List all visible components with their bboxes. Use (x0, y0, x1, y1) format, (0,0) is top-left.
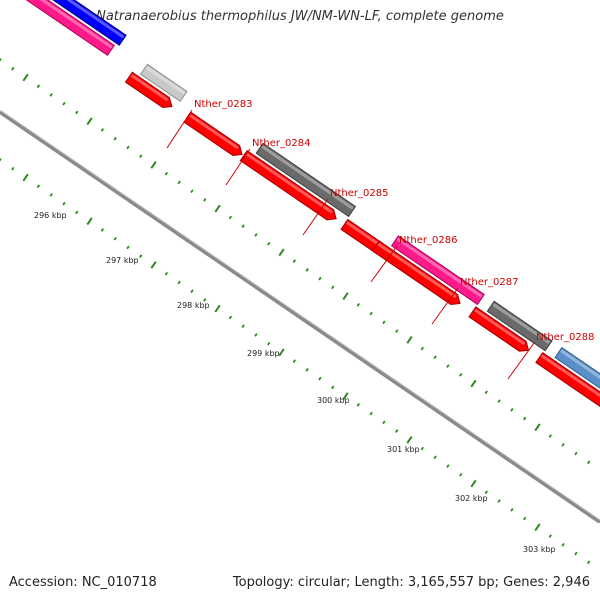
scale-label-301kbp: 301 kbp (387, 445, 420, 454)
gene-red-right[interactable] (535, 351, 600, 431)
genome-backbone-highlight (0, 109, 600, 521)
scale-label-300kbp: 300 kbp (317, 396, 350, 405)
gene-label-nther-0286[interactable]: Nther_0286 (399, 235, 457, 246)
gene-label-nther-0287[interactable]: Nther_0287 (460, 277, 518, 288)
scale-label-296kbp: 296 kbp (34, 211, 67, 220)
gene-nther-0285-grey[interactable] (255, 142, 357, 218)
gene-label-nther-0283[interactable]: Nther_0283 (194, 99, 252, 110)
gene-nther-0283-grey[interactable] (139, 63, 188, 103)
gene-nther-0287-red[interactable] (371, 240, 463, 308)
gene-blue-left[interactable] (21, 0, 127, 46)
gene-labels: Nther_0283 Nther_0284 Nther_0285 Nther_0286… (194, 99, 594, 343)
scale-label-302kbp: 302 kbp (455, 494, 488, 503)
gene-nther-0285-red[interactable] (239, 149, 339, 224)
gene-label-nther-0285[interactable]: Nther_0285 (330, 188, 388, 199)
gene-nther-0283-red[interactable] (124, 71, 176, 111)
scale-label-297kbp: 297 kbp (106, 256, 139, 265)
gene-tracks (7, 0, 600, 431)
accession-text: Accession: NC_010718 (9, 575, 157, 590)
gene-pink-left[interactable] (7, 0, 116, 57)
gene-nther-0284-red[interactable] (183, 111, 245, 159)
genome-summary-text: Topology: circular; Length: 3,165,557 bp… (232, 575, 590, 590)
scale-labels: 296 kbp 297 kbp 298 kbp 299 kbp 300 kbp 301 k… (34, 211, 556, 554)
gene-label-nther-0288[interactable]: Nther_0288 (536, 332, 594, 343)
label-leaders (166, 109, 535, 380)
gene-label-nther-0284[interactable]: Nther_0284 (252, 138, 310, 149)
gene-nther-0288-grey[interactable] (486, 300, 553, 352)
gene-nther-0288-red[interactable] (468, 306, 532, 355)
map-title: Natranaerobius thermophilus JW/NM-WN-LF,… (96, 9, 504, 24)
gene-steelblue-right[interactable] (554, 346, 600, 426)
scale-label-299kbp: 299 kbp (247, 349, 280, 358)
scale-label-298kbp: 298 kbp (177, 301, 210, 310)
kbp-tick-rows (0, 58, 591, 565)
gene-nther-0287-pink[interactable] (390, 235, 485, 306)
scale-label-303kbp: 303 kbp (523, 545, 556, 554)
genome-backbone (0, 110, 600, 524)
